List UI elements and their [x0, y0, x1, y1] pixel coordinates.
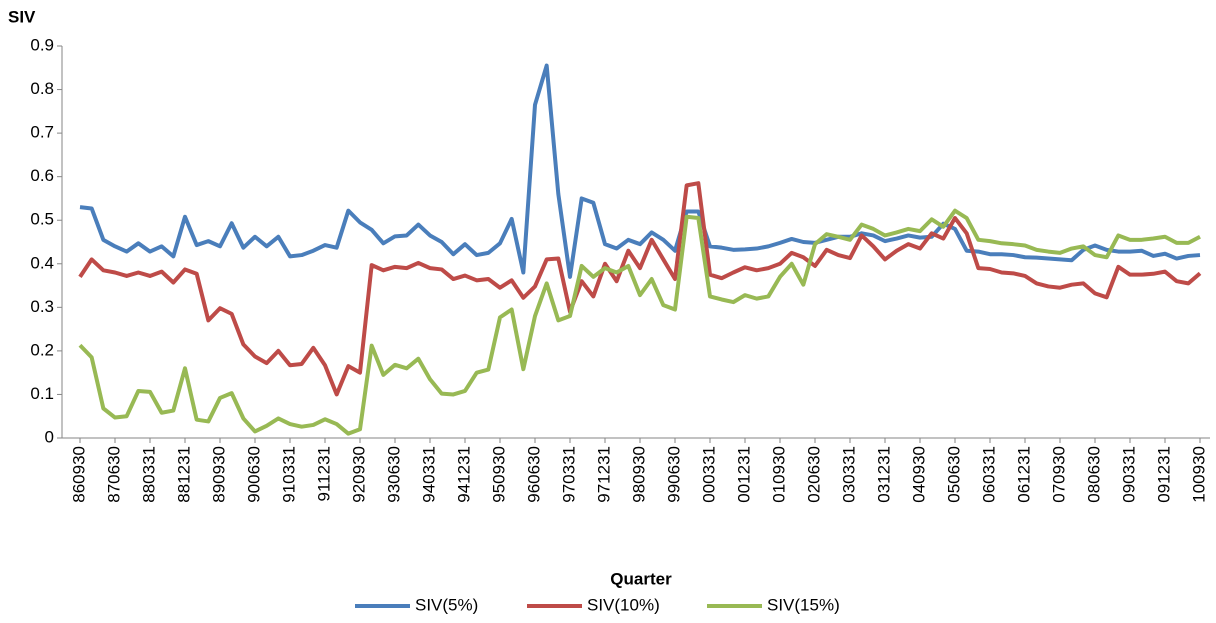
x-tick-label: 020630 — [804, 446, 823, 503]
x-tick-label: 060331 — [979, 446, 998, 503]
y-tick-label: 0 — [45, 427, 54, 446]
y-tick-label: 0.3 — [30, 297, 54, 316]
y-tick-label: 0.9 — [30, 35, 54, 54]
y-tick-label: 0.8 — [30, 79, 54, 98]
x-tick-label: 980930 — [629, 446, 648, 503]
x-tick-label: 911231 — [314, 446, 333, 501]
series-line — [79, 63, 1201, 279]
x-tick-label: 900630 — [244, 446, 263, 503]
x-tick-label: 950930 — [489, 446, 508, 503]
x-tick-label: 990630 — [664, 446, 683, 503]
y-axis-title: SIV — [8, 7, 36, 26]
x-tick-label: 040930 — [909, 446, 928, 503]
x-tick-label: 031231 — [874, 446, 893, 503]
legend-label: SIV(10%) — [587, 595, 660, 614]
x-tick-label: 960630 — [524, 446, 543, 503]
x-tick-label: 080630 — [1084, 446, 1103, 503]
x-tick-label: 061231 — [1014, 446, 1033, 503]
x-tick-label: 860930 — [69, 446, 88, 503]
x-tick-label: 000331 — [699, 446, 718, 503]
series-line — [78, 181, 1202, 397]
x-tick-label: 910331 — [279, 446, 298, 503]
y-tick-label: 0.6 — [30, 166, 54, 185]
y-tick-label: 0.4 — [30, 253, 54, 272]
x-tick-label: 880331 — [139, 446, 158, 503]
x-tick-label: 881231 — [174, 446, 193, 503]
x-tick-label: 030331 — [839, 446, 858, 503]
x-tick-label: 070930 — [1049, 446, 1068, 503]
x-tick-label: 090331 — [1119, 446, 1138, 503]
x-tick-label: 971231 — [594, 446, 613, 503]
x-tick-label: 001231 — [734, 446, 753, 503]
y-tick-label: 0.1 — [30, 384, 54, 403]
x-tick-label: 870630 — [104, 446, 123, 503]
x-tick-label: 920930 — [349, 446, 368, 503]
x-tick-label: 941231 — [454, 446, 473, 503]
y-tick-label: 0.7 — [30, 123, 54, 142]
x-tick-label: 100930 — [1189, 446, 1208, 503]
legend-label: SIV(15%) — [767, 595, 840, 614]
x-tick-label: 890930 — [209, 446, 228, 503]
x-tick-label: 970331 — [559, 446, 578, 503]
y-tick-label: 0.5 — [30, 210, 54, 229]
x-tick-label: 940331 — [419, 446, 438, 503]
x-tick-label: 930630 — [384, 446, 403, 503]
x-tick-label: 091231 — [1154, 446, 1173, 503]
x-tick-label: 010930 — [769, 446, 788, 503]
y-tick-label: 0.2 — [30, 340, 54, 359]
series-line — [78, 208, 1201, 436]
x-tick-label: 050630 — [944, 446, 963, 503]
legend-label: SIV(5%) — [415, 595, 478, 614]
x-axis-title: Quarter — [610, 569, 672, 588]
